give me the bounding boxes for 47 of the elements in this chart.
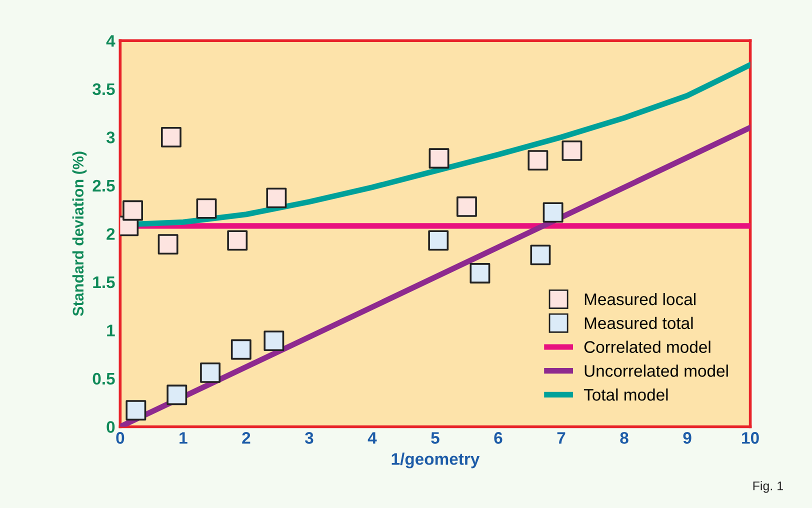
point [126, 400, 146, 421]
point [166, 384, 188, 406]
y-tick-label: 2 [106, 228, 115, 240]
x-axis-title: 1/geometry [392, 452, 480, 468]
x-tick-label: 0 [116, 432, 124, 444]
y-tick-label: 3 [106, 132, 115, 144]
point [530, 244, 551, 266]
point [456, 196, 477, 217]
y-tick-label: 4 [106, 35, 116, 47]
y-tick-label: 1 [107, 324, 115, 336]
x-tick-label: 5 [431, 432, 440, 444]
x-tick-label: 3 [304, 432, 314, 444]
y-tick-label: 2.5 [92, 180, 115, 192]
x-tick-label: 2 [242, 432, 250, 444]
y-tick-label: 1.5 [93, 276, 115, 288]
point [528, 150, 548, 171]
y-tick-label: 3.5 [92, 83, 115, 96]
point [542, 202, 564, 223]
point [158, 234, 178, 255]
legend-label: Measured total [584, 316, 693, 330]
x-tick-label: 8 [620, 432, 628, 444]
y-tick-label: 0 [106, 421, 115, 433]
legend-label: Uncorrelated model [584, 364, 728, 377]
point [230, 339, 252, 360]
x-tick-label: 4 [368, 432, 377, 444]
point [227, 230, 248, 251]
point [428, 148, 450, 169]
x-tick-label: 9 [683, 432, 692, 444]
y-axis-title: Standard deviation (%) [72, 152, 87, 316]
x-tick-label: 7 [557, 432, 566, 444]
caption: Fig. 1 [753, 481, 783, 493]
point [122, 200, 143, 221]
point [196, 198, 217, 219]
y-tick-label: 0.5 [92, 372, 115, 385]
x-tick-label: 6 [494, 432, 502, 444]
point [200, 362, 221, 383]
x-tick-label: 1 [180, 432, 188, 444]
point [160, 126, 182, 148]
point [470, 263, 490, 284]
x-tick-label: 10 [742, 432, 759, 444]
point [266, 188, 287, 208]
point [264, 330, 284, 352]
legend-label: Total model [584, 388, 668, 401]
point [428, 230, 449, 251]
legend-label: Measured local [584, 292, 696, 306]
legend-label: Correlated model [584, 340, 710, 353]
point [562, 140, 582, 161]
